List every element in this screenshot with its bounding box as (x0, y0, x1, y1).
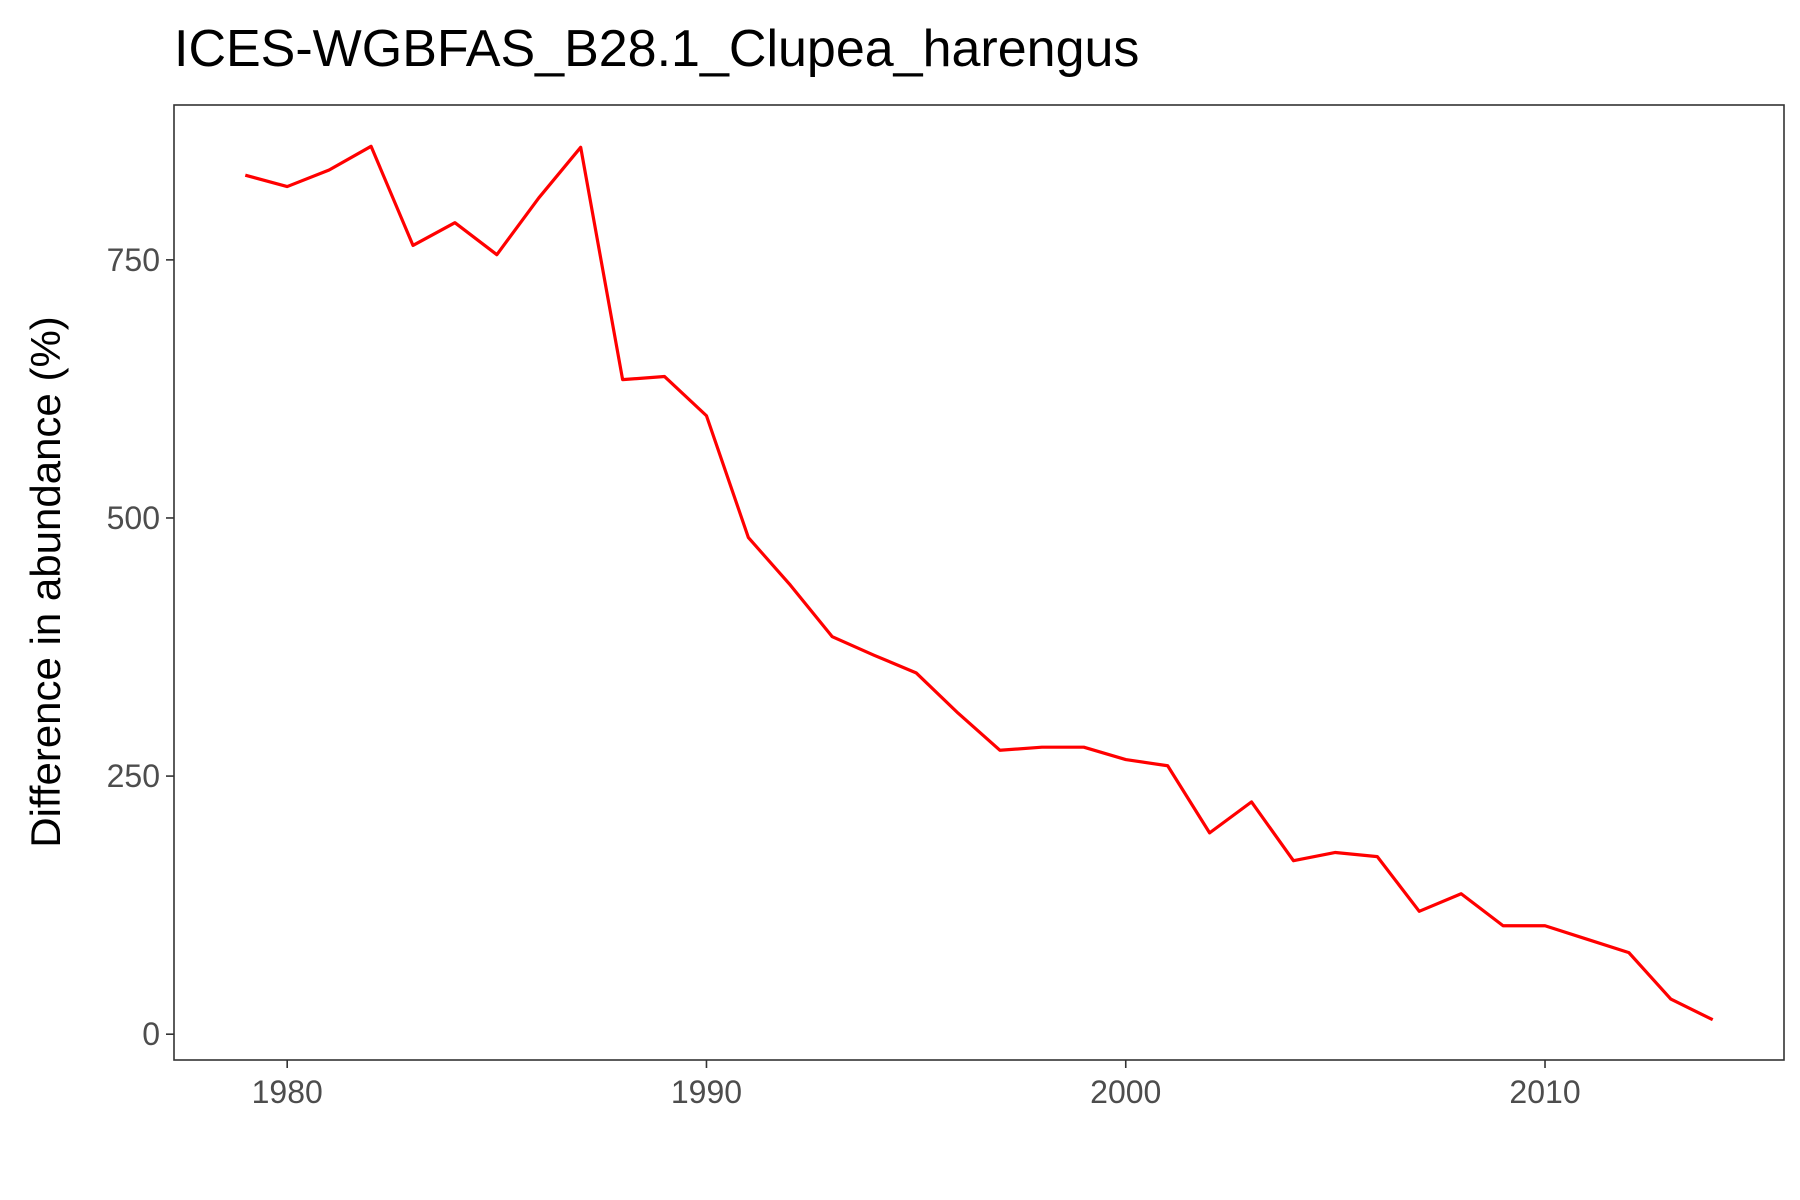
y-axis-title: Difference in abundance (%) (22, 316, 69, 848)
y-axis: 0 250 500 750 (107, 242, 174, 1052)
y-tick-label: 0 (142, 1016, 160, 1052)
series-line (244, 144, 1714, 1022)
series-layer (244, 144, 1714, 1022)
x-tick-label: 2000 (1090, 1074, 1161, 1110)
y-tick-label: 250 (107, 758, 160, 794)
y-tick-label: 500 (107, 500, 160, 536)
x-axis: 1980 1990 2000 2010 (252, 1060, 1581, 1110)
x-tick-label: 2010 (1509, 1074, 1580, 1110)
y-tick-label: 750 (107, 242, 160, 278)
x-tick-label: 1990 (671, 1074, 742, 1110)
chart-title: ICES-WGBFAS_B28.1_Clupea_harengus (174, 20, 1139, 78)
plot-panel (173, 104, 1785, 1061)
x-tick-label: 1980 (252, 1074, 323, 1110)
